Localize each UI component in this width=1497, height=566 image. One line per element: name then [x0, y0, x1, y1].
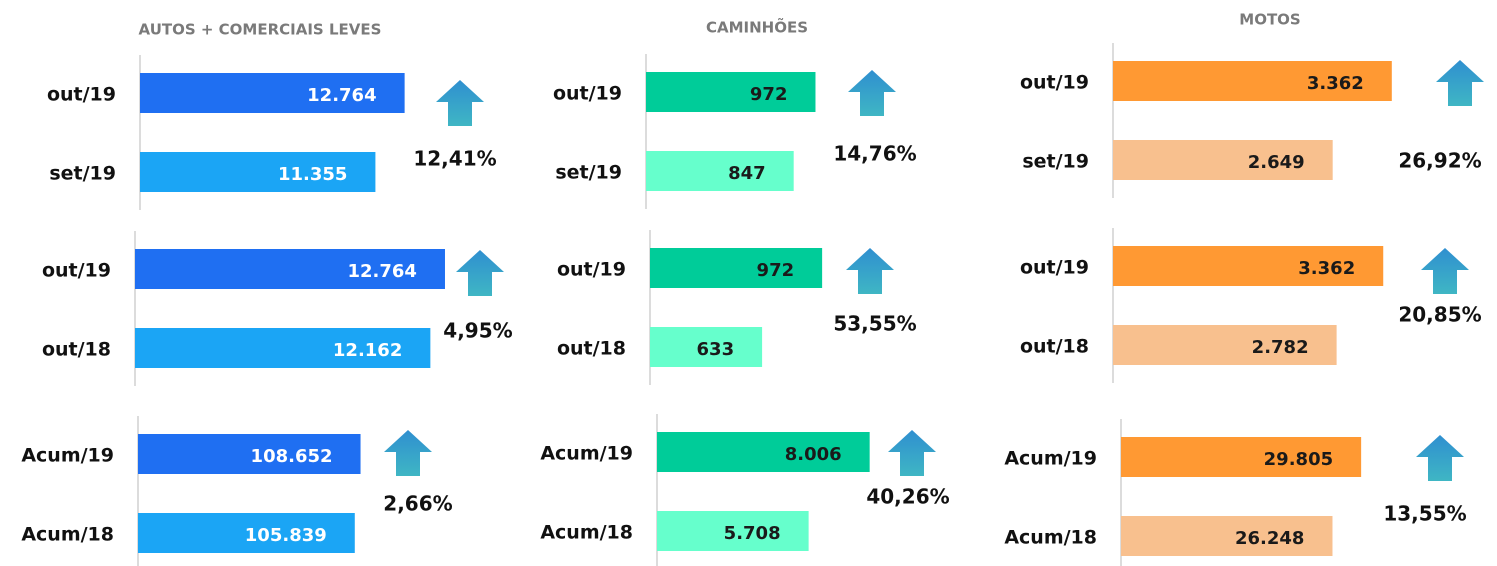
value-label: 633	[697, 339, 735, 360]
bar	[1113, 246, 1384, 286]
up-arrow	[456, 250, 504, 296]
value-label: 108.652	[251, 446, 333, 467]
category-label: Acum/18	[1004, 527, 1097, 549]
bar	[657, 511, 809, 551]
up-arrow	[1416, 435, 1464, 481]
value-label: 972	[750, 84, 788, 105]
change-annotation: 12,41%	[413, 147, 496, 171]
panel-title: AUTOS + COMERCIAIS LEVES	[139, 21, 382, 39]
panel-title: MOTOS	[1239, 11, 1300, 29]
value-label: 2.649	[1248, 152, 1305, 173]
value-label: 3.362	[1298, 258, 1355, 279]
category-label: out/18	[42, 339, 111, 361]
up-arrow	[888, 430, 936, 476]
category-label: Acum/19	[21, 445, 114, 467]
bar	[135, 328, 431, 368]
bar	[646, 72, 816, 112]
value-label: 12.162	[333, 340, 402, 361]
category-label: out/19	[42, 260, 111, 282]
value-label: 5.708	[724, 523, 781, 544]
category-label: Acum/19	[540, 443, 633, 465]
change-annotation: 13,55%	[1383, 502, 1466, 526]
bar	[1121, 516, 1333, 556]
category-label: Acum/19	[1004, 448, 1097, 470]
value-label: 2.782	[1252, 337, 1309, 358]
up-arrow	[848, 70, 896, 116]
up-arrow	[846, 248, 894, 294]
change-annotation: 26,92%	[1398, 149, 1481, 173]
up-arrow	[436, 80, 484, 126]
bar	[140, 73, 405, 113]
value-label: 26.248	[1235, 528, 1304, 549]
bar	[138, 434, 361, 474]
bar	[650, 248, 823, 288]
change-annotation: 2,66%	[383, 492, 452, 516]
value-label: 29.805	[1264, 449, 1333, 470]
value-label: 847	[728, 163, 766, 184]
value-label: 11.355	[278, 164, 347, 185]
value-label: 972	[757, 260, 795, 281]
change-annotation: 4,95%	[443, 319, 512, 343]
category-label: set/19	[49, 163, 116, 185]
category-label: set/19	[555, 162, 622, 184]
category-label: out/19	[1020, 72, 1089, 94]
value-label: 12.764	[307, 85, 376, 106]
up-arrow	[1436, 60, 1484, 106]
bar	[1113, 140, 1333, 180]
category-label: out/19	[553, 83, 622, 105]
up-arrow	[1421, 248, 1469, 294]
panel-title: CAMINHÕES	[706, 18, 808, 37]
value-label: 12.764	[348, 261, 417, 282]
up-arrow	[384, 430, 432, 476]
value-label: 3.362	[1307, 73, 1364, 94]
change-annotation: 40,26%	[866, 485, 949, 509]
bar	[646, 151, 794, 191]
bar	[1113, 61, 1392, 101]
value-label: 105.839	[245, 525, 327, 546]
category-label: out/18	[557, 338, 626, 360]
category-label: out/18	[1020, 336, 1089, 358]
bar	[1113, 325, 1337, 365]
bar	[135, 249, 445, 289]
category-label: out/19	[47, 84, 116, 106]
category-label: out/19	[1020, 257, 1089, 279]
category-label: out/19	[557, 259, 626, 281]
change-annotation: 20,85%	[1398, 303, 1481, 327]
bar	[138, 513, 355, 553]
bar	[657, 432, 870, 472]
change-annotation: 14,76%	[833, 142, 916, 166]
value-label: 8.006	[785, 444, 842, 465]
bar	[140, 152, 376, 192]
bar	[650, 327, 763, 367]
category-label: Acum/18	[21, 524, 114, 546]
bar	[1121, 437, 1362, 477]
category-label: Acum/18	[540, 522, 633, 544]
change-annotation: 53,55%	[833, 312, 916, 336]
category-label: set/19	[1022, 151, 1089, 173]
